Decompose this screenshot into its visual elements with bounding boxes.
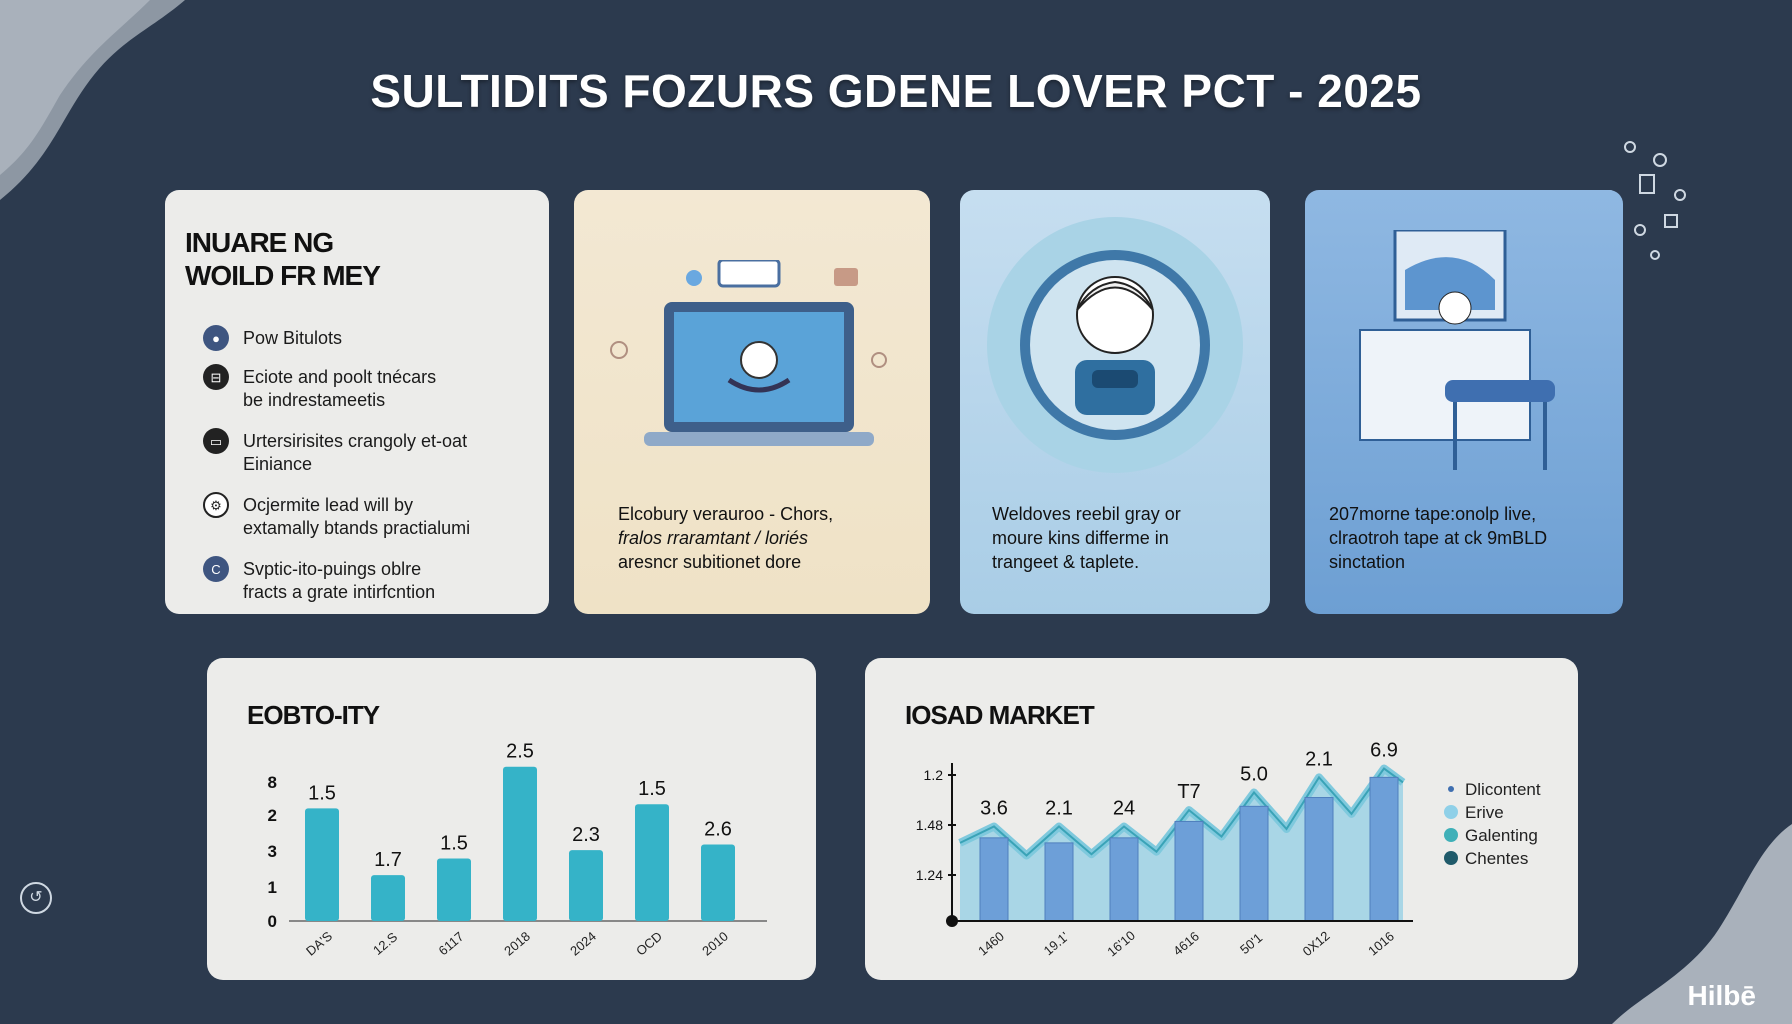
legend-label: Chentes (1465, 849, 1528, 868)
list-item: ⚙ Ocjermite lead will by extamally btands … (203, 492, 470, 540)
decorative-blob-bottom-right (1612, 824, 1792, 1024)
card-description: 207morne tape:onolp live, clraotroh tape … (1329, 504, 1548, 572)
data-label: 6.9 (1370, 740, 1398, 762)
legend-marker (1444, 805, 1458, 819)
market-chart: 3.6 1460 2.1 19.1' 24 16'10 T7 4616 5.0 50'1 2.1 0X… (916, 740, 1541, 960)
y-tick-label: 8 (268, 773, 277, 792)
car-icon: ⊟ (203, 364, 229, 390)
x-tick-label: 6117 (436, 929, 467, 958)
bar (503, 766, 537, 921)
x-tick-label: 19.1' (1041, 929, 1072, 958)
list-item: ● Pow Bitulots (203, 325, 342, 351)
decorative-blob-top-left (0, 0, 185, 200)
bar (371, 875, 405, 921)
x-tick-label: 16'10 (1104, 928, 1138, 960)
x-tick-label: 1016 (1365, 929, 1397, 959)
x-tick-label: 2018 (501, 929, 533, 959)
y-tick-label: 1.24 (916, 867, 943, 883)
market-chart-panel: IOSAD MARKET 3.6 1460 2.1 19.1' 24 16'10 T7 461… (865, 658, 1578, 980)
y-tick-label: 3 (268, 842, 277, 861)
desk-illustration (1359, 230, 1555, 470)
bar (1174, 820, 1204, 922)
bar (1304, 797, 1334, 922)
bar (437, 858, 471, 921)
y-tick-label: 1.48 (916, 817, 943, 833)
boy-illustration (987, 217, 1243, 473)
bar (1044, 842, 1074, 922)
card-features: INUARE NG WOILD FR MEY ● Pow Bitulots ⊟ Eci… (165, 190, 549, 614)
card-boy-illustration: Weldoves reebil gray or moure kins differ… (960, 190, 1270, 614)
x-tick-label: DA'S (303, 928, 335, 958)
legend-label: Erive (1465, 803, 1504, 822)
help-icon[interactable]: ↺ (20, 882, 52, 914)
card-laptop: Elcobury verauroo - Chors, fralos rraramt… (574, 190, 930, 614)
bar (1109, 837, 1139, 922)
bar (1369, 776, 1399, 922)
list-item: ▭ Urtersirisites crangoly et-oat Einiance (203, 428, 467, 476)
legend-marker (1444, 851, 1458, 865)
y-tick-label: 2 (268, 806, 277, 825)
card-description: Weldoves reebil gray or moure kins differ… (992, 504, 1181, 572)
data-label: T7 (1177, 781, 1200, 803)
data-label: 1.5 (638, 778, 666, 800)
x-tick-label: OCD (633, 929, 665, 959)
legend-label: Galenting (1465, 826, 1538, 845)
data-label: 1.7 (374, 849, 402, 871)
bar (569, 850, 603, 921)
axis-origin-dot (946, 915, 958, 927)
x-tick-label: 12.S (370, 929, 400, 958)
page-title: SULTIDITS FOZURS GDENE LOVER PCT - 2025 (370, 65, 1422, 117)
x-tick-label: 4616 (1170, 929, 1202, 959)
list-item: C Svptic-ito-puings oblre fracts a grate i… (203, 556, 435, 604)
x-tick-label: 1460 (975, 929, 1007, 959)
bar (305, 808, 339, 921)
brand-logo: Hilbē (1687, 980, 1756, 1011)
card-description: Elcobury verauroo - Chors, fralos rraramt… (618, 504, 834, 572)
legend-marker (1448, 786, 1454, 792)
bar (1239, 805, 1269, 922)
y-tick-label: 1.2 (924, 767, 944, 783)
bar (635, 804, 669, 921)
card-heading: INUARE NG WOILD FR MEY (185, 227, 381, 291)
data-label: 1.5 (440, 832, 468, 854)
data-label: 2.6 (704, 819, 732, 841)
copyright-icon: C (203, 556, 229, 582)
chart-title: IOSAD MARKET (905, 700, 1095, 730)
legend-marker (1444, 828, 1458, 842)
x-tick-label: 0X12 (1300, 928, 1333, 959)
card-icon: ▭ (203, 428, 229, 454)
y-tick-label: 0 (268, 912, 277, 931)
data-label: 2.3 (572, 824, 600, 846)
list-item: ⊟ Eciote and poolt tnécars be indrestameet… (203, 364, 436, 412)
user-icon: ● (203, 325, 229, 351)
data-label: 24 (1113, 798, 1135, 820)
series-line (959, 767, 1404, 857)
x-tick-label: 2024 (567, 929, 599, 959)
chart-title: EOBTO-ITY (247, 700, 380, 730)
bar-chart-panel: EOBTO-ITY 8 2 3 1 0 1.5 DA'S 1.7 12.S 1.5 6117 2.5 2… (207, 658, 816, 980)
data-label: 2.1 (1045, 798, 1073, 820)
bar-chart: 8 2 3 1 0 1.5 DA'S 1.7 12.S 1.5 6117 2.5 2018 2.3 2024… (268, 741, 767, 959)
data-label: 1.5 (308, 782, 336, 804)
data-label: 2.1 (1305, 748, 1333, 770)
gear-icon: ⚙ (203, 492, 229, 518)
y-tick-label: 1 (268, 878, 277, 897)
data-label: 2.5 (506, 741, 534, 763)
laptop-illustration (610, 260, 887, 446)
data-label: 5.0 (1240, 763, 1268, 785)
legend-label: Dlicontent (1465, 780, 1541, 799)
data-label: 3.6 (980, 798, 1008, 820)
card-desk-illustration: 207morne tape:onolp live, clraotroh tape … (1305, 190, 1623, 614)
bar (979, 837, 1009, 922)
bar (701, 844, 735, 921)
x-tick-label: 50'1 (1237, 930, 1265, 957)
x-tick-label: 2010 (699, 929, 731, 959)
